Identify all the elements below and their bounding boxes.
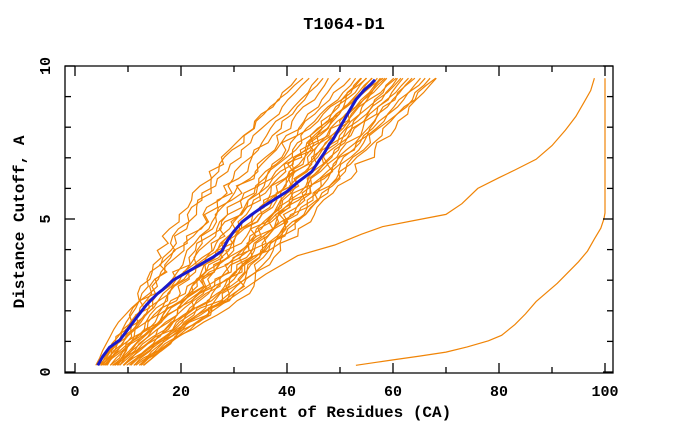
model-curve — [126, 77, 404, 366]
model-curve — [133, 77, 382, 366]
model-curve — [129, 77, 409, 366]
model-curve — [106, 77, 368, 366]
outlier-model-reaching-100pct — [355, 78, 606, 366]
model-curve — [138, 77, 426, 366]
model-curve — [119, 77, 395, 366]
x-tick-label: 80 — [490, 384, 508, 401]
model-curve — [104, 77, 362, 366]
model-curve — [123, 77, 402, 366]
model-curve — [133, 77, 416, 366]
data-series-layer — [95, 77, 606, 367]
plot-frame — [64, 65, 614, 374]
y-tick-label: 0 — [38, 367, 55, 376]
model-curve — [112, 77, 367, 366]
model-curve — [135, 77, 421, 366]
y-tick-label: 5 — [38, 214, 55, 223]
consensus-curve — [96, 78, 377, 367]
model-curve — [122, 77, 398, 366]
model-curve — [100, 77, 324, 366]
x-tick-label: 60 — [384, 384, 402, 401]
x-axis-label: Percent of Residues (CA) — [221, 404, 451, 422]
x-tick-label: 100 — [591, 384, 618, 401]
outlier-model-mid — [143, 78, 595, 366]
model-curve — [142, 77, 437, 366]
model-curve — [105, 77, 304, 366]
y-tick-label: 10 — [38, 57, 55, 75]
axis-frame-and-ticks — [64, 65, 614, 374]
model-curve — [122, 77, 373, 366]
x-tick-label: 20 — [172, 384, 190, 401]
model-curve — [100, 77, 340, 366]
chart-title: T1064-D1 — [303, 16, 385, 35]
y-axis-label: Distance Cutoff, A — [11, 135, 29, 308]
model-curve — [96, 77, 319, 366]
model-curve — [139, 77, 437, 366]
x-tick-label: 40 — [278, 384, 296, 401]
model-curve — [103, 77, 357, 366]
model-curve — [113, 77, 381, 366]
tick-labels: 0 20 40 60 80 100 0 5 10 — [38, 57, 619, 401]
model-curve — [102, 77, 351, 366]
x-tick-label: 0 — [70, 384, 79, 401]
model-curve — [100, 77, 363, 366]
